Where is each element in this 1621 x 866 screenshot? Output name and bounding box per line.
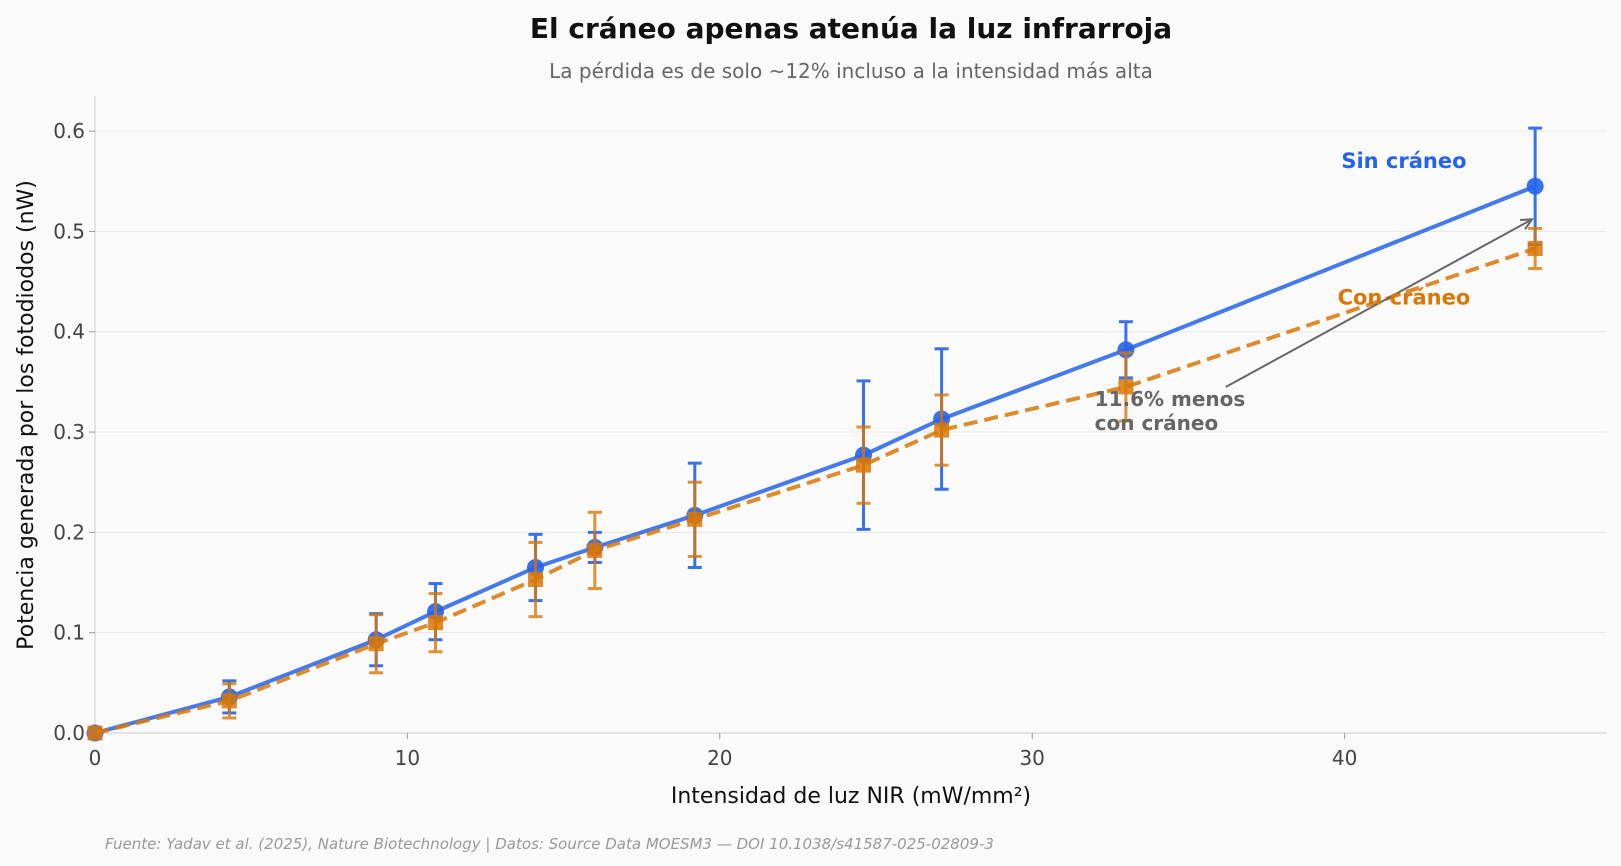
- series-layer: [86, 126, 1544, 742]
- grid: [95, 130, 1607, 634]
- data-point-con-craneo-1: [221, 693, 237, 709]
- x-ticks: 0 10 20 30 40: [89, 733, 1357, 770]
- y-tick-label-5: 0.5: [53, 219, 85, 243]
- chart-title: El cráneo apenas atenúa la luz infrarroj…: [530, 12, 1172, 45]
- annotation-arrow: [1225, 218, 1533, 388]
- y-axis-label: Potencia generada por los fotodiodos (nW…: [14, 180, 39, 650]
- x-tick-label-0: 0: [89, 746, 102, 770]
- series-label-sin-craneo: Sin cráneo: [1341, 149, 1466, 173]
- x-tick-label-2: 20: [707, 746, 732, 770]
- annotation-text-line1: 11.6% menos: [1095, 387, 1246, 411]
- series-label-con-craneo: Con cráneo: [1338, 286, 1471, 310]
- data-point-sin-craneo-10: [1526, 177, 1544, 195]
- series-con-craneo: [87, 226, 1543, 741]
- x-tick-label-3: 30: [1019, 746, 1044, 770]
- y-tick-label-1: 0.1: [53, 621, 85, 645]
- annotation-text-line2: con cráneo: [1095, 411, 1219, 435]
- y-tick-label-3: 0.3: [53, 420, 85, 444]
- data-point-con-craneo-7: [855, 457, 871, 473]
- y-tick-label-2: 0.2: [53, 520, 85, 544]
- x-axis-label: Intensidad de luz NIR (mW/mm²): [671, 784, 1031, 809]
- data-point-con-craneo-5: [587, 542, 603, 558]
- x-tick-label-4: 40: [1332, 746, 1357, 770]
- chart-subtitle: La pérdida es de solo ~12% incluso a la …: [549, 59, 1153, 83]
- data-point-con-craneo-6: [687, 511, 703, 527]
- data-point-con-craneo-2: [368, 636, 384, 652]
- data-point-con-craneo-9: [1118, 379, 1134, 395]
- data-point-con-craneo-4: [527, 572, 543, 588]
- y-tick-label-0: 0.0: [53, 721, 85, 745]
- source-note: Fuente: Yadav et al. (2025), Nature Biot…: [105, 835, 994, 853]
- data-point-con-craneo-10: [1527, 240, 1543, 256]
- data-point-con-craneo-3: [428, 615, 444, 631]
- data-point-con-craneo-0: [87, 725, 103, 741]
- series-line-sin-craneo: [94, 184, 1536, 735]
- y-tick-label-4: 0.4: [53, 320, 85, 344]
- data-point-con-craneo-8: [934, 422, 950, 438]
- annotation-layer: [1225, 218, 1535, 388]
- annotation-arrowhead: [1519, 218, 1535, 230]
- y-tick-label-6: 0.6: [53, 119, 85, 143]
- series-line-con-craneo: [94, 246, 1536, 735]
- y-ticks: 0.0 0.1 0.2 0.3 0.4 0.5 0.6: [53, 119, 95, 745]
- series-sin-craneo: [86, 126, 1544, 742]
- x-tick-label-1: 10: [395, 746, 420, 770]
